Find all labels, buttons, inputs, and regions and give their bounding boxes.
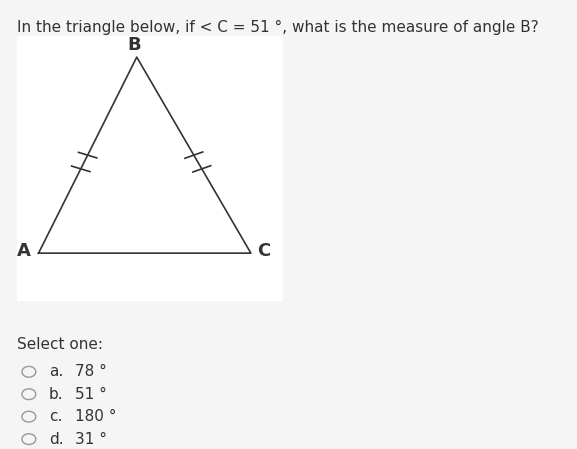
FancyBboxPatch shape	[17, 36, 283, 301]
Text: C: C	[257, 242, 270, 260]
Text: 78 °: 78 °	[75, 364, 107, 379]
Text: a.: a.	[49, 364, 63, 379]
Text: 180 °: 180 °	[75, 409, 117, 424]
Text: 51 °: 51 °	[75, 387, 107, 402]
Text: B: B	[127, 35, 141, 53]
Text: Select one:: Select one:	[17, 338, 103, 352]
Text: b.: b.	[49, 387, 63, 402]
Text: 31 °: 31 °	[75, 431, 107, 447]
Text: In the triangle below, if < C = 51 °, what is the measure of angle B?: In the triangle below, if < C = 51 °, wh…	[17, 20, 539, 35]
Text: c.: c.	[49, 409, 62, 424]
Text: d.: d.	[49, 431, 63, 447]
Text: A: A	[17, 242, 31, 260]
